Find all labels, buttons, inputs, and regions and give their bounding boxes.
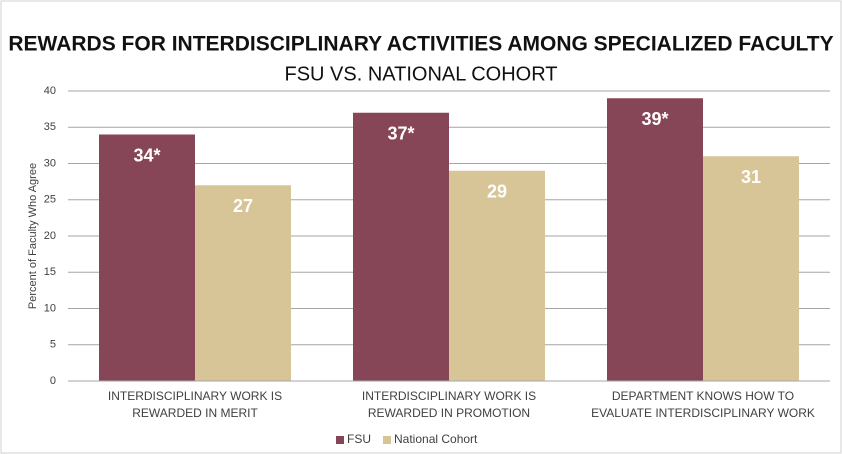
y-tick-label: 30 <box>44 157 56 169</box>
x-tick-label: REWARDED IN PROMOTION <box>368 406 530 420</box>
legend-label: FSU <box>347 432 371 446</box>
y-tick-label: 0 <box>50 375 56 387</box>
bar <box>353 112 449 381</box>
y-tick-label: 10 <box>44 302 56 314</box>
data-label: 27 <box>233 196 253 216</box>
bar <box>195 185 291 381</box>
y-tick-label: 40 <box>44 85 56 97</box>
data-label: 31 <box>741 167 761 187</box>
bar <box>99 134 195 381</box>
legend-label: National Cohort <box>394 432 478 446</box>
y-axis-label: Percent of Faculty Who Agree <box>27 163 39 309</box>
y-tick-label: 25 <box>44 194 56 206</box>
bar <box>449 170 545 381</box>
x-tick-label: INTERDISCIPLINARY WORK IS <box>108 389 282 403</box>
x-tick-label: REWARDED IN MERIT <box>132 406 258 420</box>
chart-subtitle: FSU VS. NATIONAL COHORT <box>285 63 558 85</box>
legend-swatch <box>383 436 391 444</box>
data-label: 34* <box>133 145 160 165</box>
y-tick-label: 35 <box>44 121 56 133</box>
data-label: 29 <box>487 182 507 202</box>
chart-title: REWARDS FOR INTERDISCIPLINARY ACTIVITIES… <box>8 33 833 56</box>
data-label: 37* <box>387 124 414 144</box>
bar <box>607 98 703 381</box>
legend-swatch <box>336 436 344 444</box>
bar <box>703 156 799 381</box>
y-tick-label: 20 <box>44 230 56 242</box>
y-tick-label: 5 <box>50 339 56 351</box>
x-tick-label: EVALUATE INTERDISCIPLINARY WORK <box>591 406 815 420</box>
data-label: 39* <box>641 109 668 129</box>
x-tick-label: INTERDISCIPLINARY WORK IS <box>362 389 536 403</box>
y-tick-label: 15 <box>44 266 56 278</box>
x-tick-label: DEPARTMENT KNOWS HOW TO <box>612 389 794 403</box>
